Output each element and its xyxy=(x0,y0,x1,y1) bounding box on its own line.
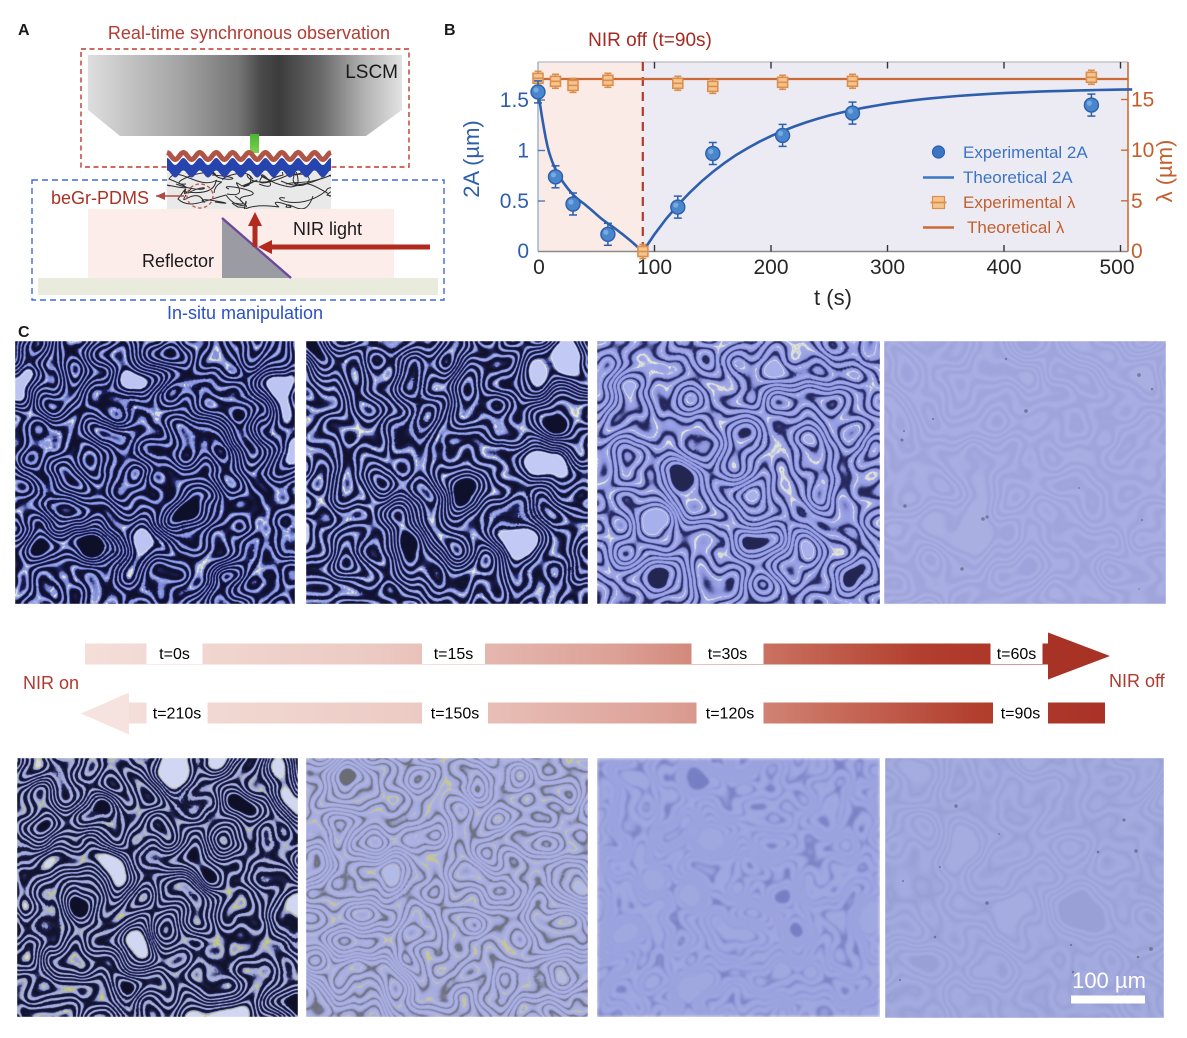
svg-text:Experimental 2A: Experimental 2A xyxy=(963,143,1088,162)
svg-text:Real-time synchronous observat: Real-time synchronous observation xyxy=(108,23,390,43)
svg-text:λ (µm): λ (µm) xyxy=(1152,140,1177,203)
svg-text:t=0s: t=0s xyxy=(159,646,190,663)
svg-text:t=120s: t=120s xyxy=(706,706,754,723)
svg-text:1: 1 xyxy=(517,140,529,163)
svg-text:0.5: 0.5 xyxy=(500,190,529,213)
svg-text:2A (µm): 2A (µm) xyxy=(459,120,484,197)
svg-text:100: 100 xyxy=(637,256,672,279)
svg-text:5: 5 xyxy=(1131,190,1143,213)
svg-text:0: 0 xyxy=(533,256,545,279)
svg-text:NIR light: NIR light xyxy=(293,219,362,239)
svg-text:C: C xyxy=(18,324,30,341)
svg-text:t=15s: t=15s xyxy=(434,646,474,663)
svg-text:0: 0 xyxy=(517,240,529,263)
svg-text:500: 500 xyxy=(1099,256,1134,279)
svg-text:A: A xyxy=(18,22,30,39)
svg-text:LSCM: LSCM xyxy=(345,62,398,83)
svg-text:NIR off: NIR off xyxy=(1109,671,1166,691)
svg-text:0: 0 xyxy=(1131,240,1143,263)
svg-text:t (s): t (s) xyxy=(814,285,852,310)
svg-text:10: 10 xyxy=(1131,139,1154,162)
svg-text:In-situ manipulation: In-situ manipulation xyxy=(167,303,323,323)
svg-text:1.5: 1.5 xyxy=(500,89,529,112)
svg-text:t=210s: t=210s xyxy=(153,706,201,723)
svg-text:Reflector: Reflector xyxy=(142,251,214,271)
svg-text:t=30s: t=30s xyxy=(708,646,748,663)
svg-text:200: 200 xyxy=(753,256,788,279)
svg-text:t=60s: t=60s xyxy=(997,646,1037,663)
svg-text:400: 400 xyxy=(986,256,1021,279)
svg-text:beGr-PDMS: beGr-PDMS xyxy=(51,188,149,208)
svg-text:Theoretical 2A: Theoretical 2A xyxy=(963,168,1073,187)
svg-text:B: B xyxy=(444,22,456,39)
svg-text:300: 300 xyxy=(870,256,905,279)
svg-text:Experimental λ: Experimental λ xyxy=(963,193,1076,212)
svg-text:100 µm: 100 µm xyxy=(1072,968,1146,993)
svg-text:t=90s: t=90s xyxy=(1001,706,1041,723)
svg-text:t=150s: t=150s xyxy=(431,706,479,723)
svg-text:15: 15 xyxy=(1131,89,1154,112)
svg-text:Theoretical λ: Theoretical λ xyxy=(967,218,1065,237)
svg-text:NIR off (t=90s): NIR off (t=90s) xyxy=(588,30,712,51)
svg-text:NIR on: NIR on xyxy=(23,673,79,693)
